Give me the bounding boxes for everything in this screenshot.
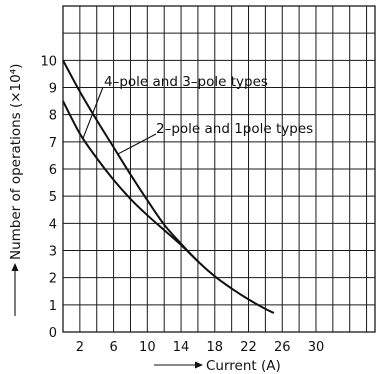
x-tick-label: 2 (76, 340, 84, 355)
y-tick-label: 8 (49, 109, 57, 124)
plot-frame (62, 5, 376, 333)
x-axis-title-group: Current (A) (154, 358, 281, 374)
x-tick-label: 26 (274, 340, 291, 355)
x-tick-label: 22 (240, 340, 257, 355)
grid (62, 5, 376, 333)
leader-line-4-3-pole (82, 86, 104, 138)
y-tick-label: 9 (49, 82, 57, 97)
y-tick-label: 3 (49, 245, 57, 260)
x-tick-label: 30 (308, 340, 325, 355)
y-tick-label: 6 (49, 163, 57, 178)
y-tick-label: 2 (49, 272, 57, 287)
y-tick-label: 4 (49, 217, 57, 232)
x-tick-label: 10 (139, 340, 156, 355)
x-axis-title: Current (A) (206, 358, 281, 374)
y-tick-label: 7 (49, 136, 57, 151)
x-tick-label: 14 (173, 340, 190, 355)
y-tick-label: 5 (49, 190, 57, 205)
series-2-1-pole-curve (62, 100, 199, 263)
y-tick-label: 0 (49, 326, 57, 341)
annotation-2-1-pole: 2–pole and 1pole types (156, 121, 313, 137)
series-layer (62, 59, 275, 314)
x-tick-label: 18 (207, 340, 224, 355)
x-tick-label: 6 (109, 340, 117, 355)
y-axis-title-group: Number of operations (×10⁴) (8, 64, 24, 316)
annotation-4-3-pole: 4–pole and 3–pole types (104, 74, 268, 90)
y-axis-title: Number of operations (×10⁴) (8, 64, 24, 260)
y-tick-label: 10 (40, 54, 57, 69)
x-axis-arrow-head (195, 361, 203, 369)
leader-line-2-1-pole (117, 133, 157, 155)
y-axis-arrow-head (11, 263, 19, 271)
y-tick-label: 1 (49, 299, 57, 314)
series-4-3-pole-curve (62, 59, 275, 314)
